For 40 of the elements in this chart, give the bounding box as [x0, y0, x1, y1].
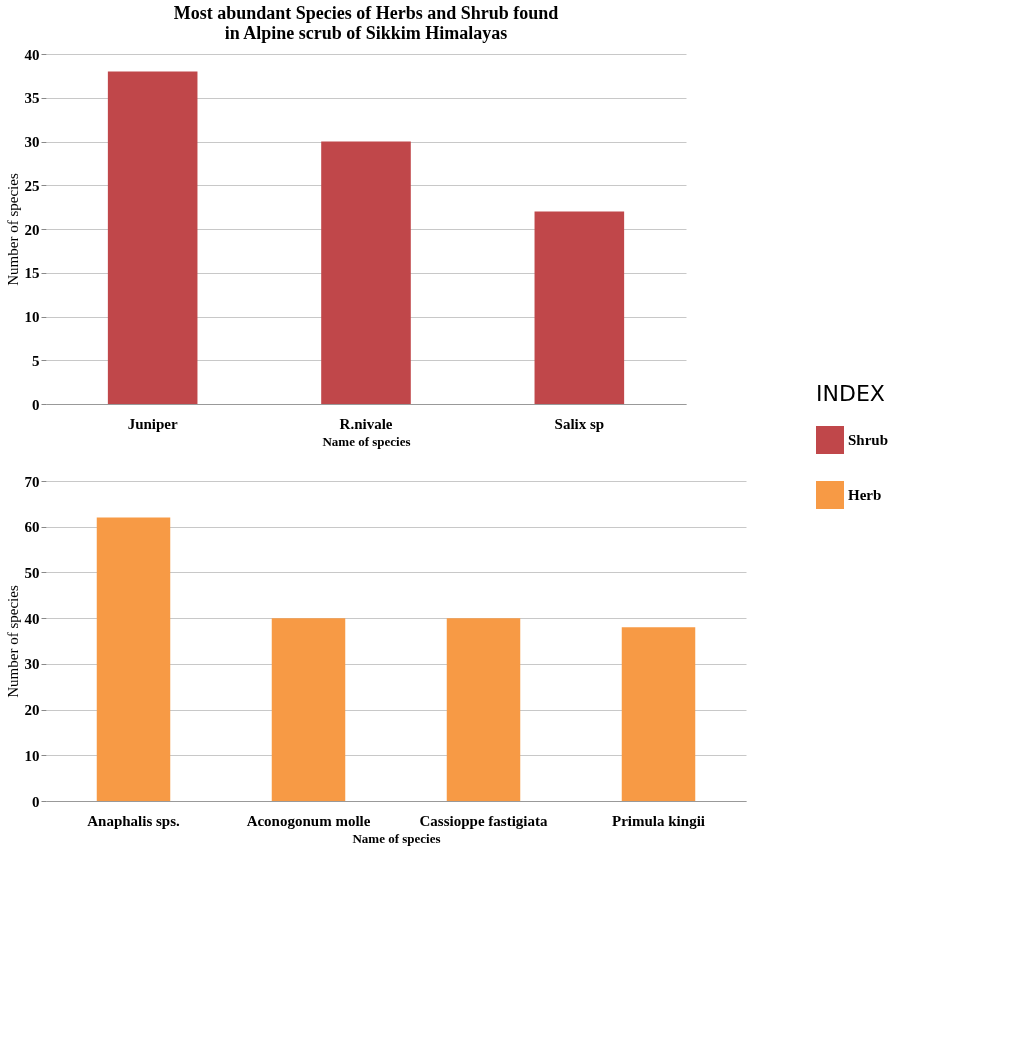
y-tick-label: 40	[24, 46, 40, 63]
y-tick-label: 10	[24, 747, 40, 764]
x-axis-title: Name of species	[322, 433, 411, 449]
bar	[321, 141, 411, 404]
x-tick-label: Cassioppe fastigiata	[419, 812, 548, 829]
legend-label: Herb	[848, 487, 882, 503]
bar	[107, 71, 198, 404]
y-tick-label: 10	[24, 309, 40, 325]
y-tick-label: 50	[24, 564, 40, 581]
x-tick-label: Aconogonum molle	[246, 812, 371, 829]
bar	[446, 618, 521, 801]
legend-label: Shrub	[848, 432, 889, 448]
y-tick-label: 20	[24, 221, 40, 238]
y-axis-title: Number of species	[4, 173, 21, 286]
x-tick-label: Juniper	[127, 415, 179, 432]
bar	[621, 627, 696, 801]
y-tick-label: 0	[32, 793, 40, 810]
x-tick-label: R.nivale	[339, 415, 393, 432]
text: in Alpine scrub of Sikkim Himalayas	[224, 23, 508, 43]
text: Most abundant Species of Herbs and Shrub found	[173, 3, 559, 23]
y-tick-label: 30	[24, 656, 40, 673]
x-tick-label: Salix sp	[554, 415, 605, 432]
y-axis-title: Number of species	[4, 585, 21, 698]
y-tick-label: 0	[32, 396, 40, 413]
y-tick-label: 70	[24, 473, 40, 490]
y-tick-label: 40	[24, 610, 40, 627]
y-tick-label: 20	[24, 702, 40, 719]
bar	[96, 517, 171, 801]
y-tick-label: 30	[24, 134, 40, 150]
y-tick-label: 5	[32, 352, 40, 369]
x-tick-label: Primula kingii	[612, 812, 705, 829]
y-tick-label: 15	[24, 265, 40, 282]
y-tick-label: 35	[24, 90, 40, 107]
x-tick-label: Anaphalis sps.	[87, 812, 181, 829]
legend-title: INDEX	[816, 381, 885, 406]
y-tick-label: 60	[24, 519, 40, 536]
x-axis-title: Name of species	[352, 830, 441, 846]
bar	[534, 211, 625, 404]
y-tick-label: 25	[24, 177, 40, 194]
bar	[271, 618, 346, 801]
